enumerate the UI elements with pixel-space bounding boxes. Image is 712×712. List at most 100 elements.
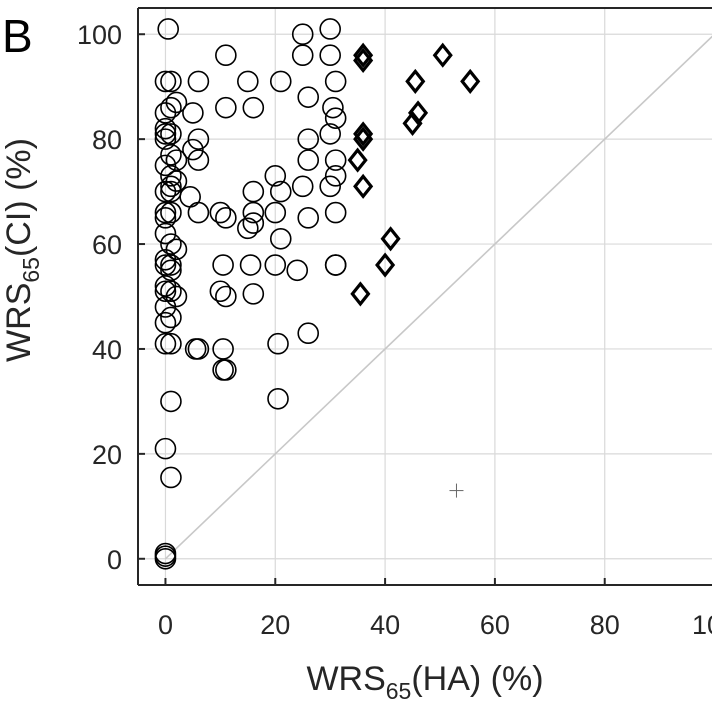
- axes: [137, 7, 712, 586]
- circle-marker: [154, 296, 177, 318]
- y-tick-label: 100: [77, 20, 122, 50]
- circle-marker: [215, 207, 237, 229]
- circle-marker: [319, 123, 341, 145]
- panel-label: B: [2, 10, 33, 62]
- circle-marker: [179, 186, 201, 208]
- circle-marker: [160, 165, 182, 187]
- circle-marker: [319, 18, 341, 40]
- circle-marker: [212, 338, 234, 360]
- circle-marker: [242, 212, 265, 234]
- circle-marker: [154, 311, 177, 334]
- circle-marker: [324, 201, 347, 224]
- x-tick-label: 100: [692, 610, 712, 640]
- circle-marker: [269, 228, 292, 250]
- circle-marker: [242, 283, 265, 305]
- circle-marker: [160, 201, 182, 224]
- circle-marker: [154, 102, 177, 124]
- y-tick-label: 60: [92, 230, 122, 260]
- circle-marker: [160, 175, 182, 198]
- x-tick-label: 80: [590, 610, 620, 640]
- circle-marker: [154, 70, 177, 93]
- crosshair-marker: [449, 483, 464, 498]
- diamond-marker: [353, 42, 374, 68]
- diamond-marker: [405, 68, 426, 94]
- circle-marker: [154, 332, 177, 355]
- circle-marker: [286, 259, 309, 282]
- circle-marker: [182, 102, 204, 124]
- circle-marker: [319, 175, 341, 198]
- circle-marker: [154, 254, 177, 276]
- circle-marker: [154, 154, 177, 177]
- circle-marker: [242, 96, 265, 119]
- circle-marker: [291, 44, 314, 67]
- circle-marker: [267, 387, 289, 410]
- circle-marker: [209, 280, 232, 303]
- y-tick-label: 40: [92, 335, 122, 365]
- circle-marker: [154, 207, 177, 229]
- circle-marker: [215, 44, 237, 67]
- circle-marker: [187, 128, 210, 150]
- circle-marker: [297, 207, 320, 229]
- circle-marker: [160, 306, 182, 329]
- circle-marker: [160, 233, 182, 255]
- circle-marker: [187, 201, 210, 224]
- circle-marker: [160, 144, 182, 166]
- circle-marker: [160, 123, 182, 145]
- diamond-marker: [353, 121, 374, 147]
- circle-marker: [154, 123, 177, 145]
- diamond-marker: [353, 47, 374, 74]
- identity-line: [164, 35, 712, 560]
- x-tick-label: 60: [480, 610, 510, 640]
- circle-marker: [154, 128, 177, 150]
- diamond-marker: [407, 100, 429, 126]
- diamond-marker: [350, 281, 371, 307]
- circle-marker: [291, 23, 314, 46]
- circle-marker: [160, 70, 182, 93]
- circle-marker: [324, 165, 347, 187]
- x-tick-label: 0: [158, 610, 173, 640]
- circle-marker: [160, 259, 182, 282]
- data-markers: [154, 18, 481, 570]
- circle-marker: [160, 466, 182, 489]
- circle-marker: [319, 44, 341, 67]
- diamond-marker: [432, 42, 453, 68]
- circle-marker: [209, 201, 232, 224]
- grid-lines: [138, 8, 712, 585]
- circle-marker: [154, 180, 177, 203]
- circle-marker: [215, 285, 237, 308]
- circle-marker: [154, 547, 177, 570]
- circle-marker: [237, 217, 259, 240]
- circle-marker: [324, 107, 347, 129]
- circle-marker: [154, 201, 177, 224]
- x-tick-label: 20: [260, 610, 290, 640]
- circle-marker: [239, 254, 262, 276]
- circle-marker: [165, 149, 188, 171]
- y-tick-label: 20: [92, 440, 122, 470]
- circle-marker: [154, 222, 177, 245]
- diamond-marker: [353, 173, 374, 199]
- x-axis-label: WRS65(HA) (%): [306, 660, 543, 704]
- circle-marker: [215, 96, 237, 119]
- circle-marker: [242, 201, 265, 224]
- circle-marker: [264, 254, 287, 276]
- diamond-marker: [347, 147, 368, 173]
- y-axis-label: WRS65(CI) (%): [0, 138, 44, 362]
- circle-marker: [187, 149, 210, 171]
- circle-marker: [160, 254, 182, 276]
- circle-marker: [182, 138, 204, 161]
- diamond-marker: [402, 110, 423, 136]
- circle-marker: [297, 322, 320, 345]
- circle-marker: [212, 254, 234, 276]
- diamond-marker: [380, 226, 401, 252]
- circle-marker: [154, 437, 177, 460]
- circle-marker: [154, 248, 177, 271]
- circle-marker: [269, 180, 292, 203]
- circle-marker: [160, 280, 182, 303]
- circle-marker: [154, 280, 177, 303]
- tick-labels: 0 20 40 60 80 100 0 20 40 60 80 100: [77, 20, 712, 640]
- circle-marker: [215, 359, 237, 381]
- circle-marker: [297, 86, 320, 108]
- circle-marker: [160, 96, 182, 119]
- circle-marker: [264, 201, 287, 224]
